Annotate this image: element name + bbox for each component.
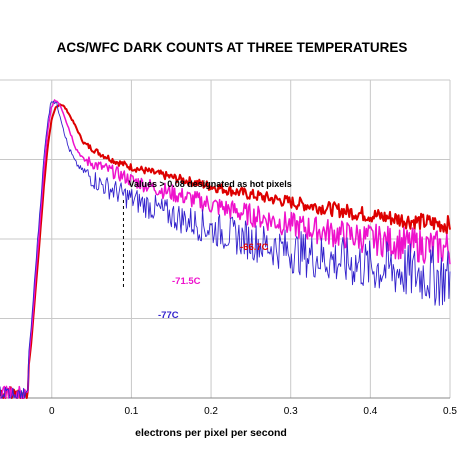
- x-tick-label: 0: [49, 406, 55, 417]
- series-label: -77C: [158, 310, 179, 321]
- series-label: -71.5C: [172, 276, 201, 287]
- x-tick-labels: 0 0.1 0.2 0.3 0.4 0.5: [49, 406, 457, 417]
- x-tick-label: 0.5: [443, 406, 457, 417]
- x-tick-label: 0.3: [284, 406, 298, 417]
- series-line: [0, 99, 451, 399]
- x-tick-label: 0.1: [124, 406, 138, 417]
- gridlines: [0, 79, 451, 399]
- series-lines: [0, 99, 451, 399]
- series-line: [0, 100, 451, 399]
- chart-annotations: Values > 0.08 designated as hot pixels -6…: [122, 179, 292, 321]
- x-tick-label: 0.2: [204, 406, 218, 417]
- hot-pixel-annotation: Values > 0.08 designated as hot pixels: [128, 179, 291, 189]
- x-axis-label: electrons per pixel per second: [135, 427, 287, 439]
- chart-title: ACS/WFC DARK COUNTS AT THREE TEMPERATURE…: [57, 40, 408, 55]
- x-tick-label: 0.4: [363, 406, 377, 417]
- series-label: -66.7C: [240, 242, 269, 253]
- series-line: [0, 103, 451, 399]
